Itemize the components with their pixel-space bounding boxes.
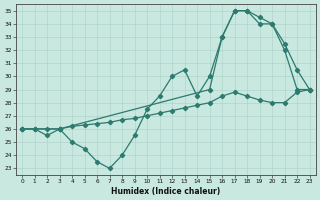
X-axis label: Humidex (Indice chaleur): Humidex (Indice chaleur): [111, 187, 220, 196]
